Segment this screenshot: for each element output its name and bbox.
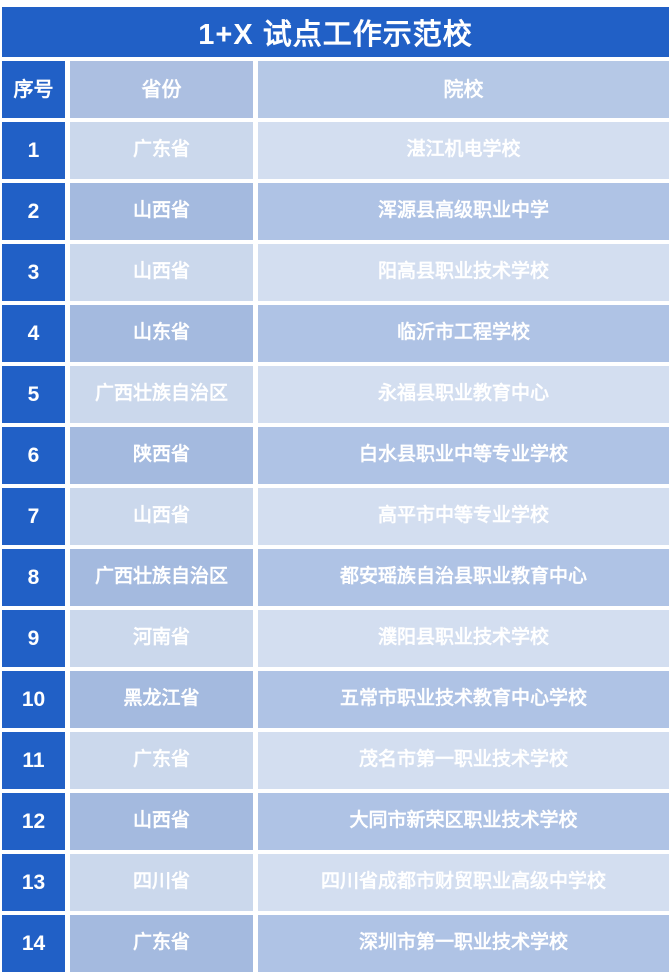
school-cell: 白水县职业中等专业学校 (258, 427, 669, 484)
row-index-cell: 14 (2, 915, 65, 972)
school-cell: 五常市职业技术教育中心学校 (258, 671, 669, 728)
school-cell: 大同市新荣区职业技术学校 (258, 793, 669, 850)
school-cell: 濮阳县职业技术学校 (258, 610, 669, 667)
row-index-cell: 4 (2, 305, 65, 362)
school-cell: 阳高县职业技术学校 (258, 244, 669, 301)
province-cell: 广东省 (70, 732, 253, 789)
province-cell: 山西省 (70, 488, 253, 545)
school-cell: 都安瑶族自治县职业教育中心 (258, 549, 669, 606)
school-cell: 高平市中等专业学校 (258, 488, 669, 545)
province-cell: 河南省 (70, 610, 253, 667)
province-cell: 山西省 (70, 244, 253, 301)
province-cell: 广东省 (70, 915, 253, 972)
row-index-cell: 2 (2, 183, 65, 240)
demo-schools-table: 序号 省份 院校 1 广东省 湛江机电学校 2 山西省 浑源县高级职业中学 3 … (2, 61, 669, 972)
province-cell: 山东省 (70, 305, 253, 362)
province-cell: 陕西省 (70, 427, 253, 484)
row-index-cell: 8 (2, 549, 65, 606)
row-index-cell: 7 (2, 488, 65, 545)
row-index-cell: 11 (2, 732, 65, 789)
table-title: 1+X 试点工作示范校 (2, 7, 669, 57)
province-cell: 黑龙江省 (70, 671, 253, 728)
province-cell: 广西壮族自治区 (70, 549, 253, 606)
school-cell: 临沂市工程学校 (258, 305, 669, 362)
school-cell: 浑源县高级职业中学 (258, 183, 669, 240)
school-cell: 永福县职业教育中心 (258, 366, 669, 423)
province-cell: 广西壮族自治区 (70, 366, 253, 423)
row-index-cell: 5 (2, 366, 65, 423)
row-index-cell: 6 (2, 427, 65, 484)
school-cell: 茂名市第一职业技术学校 (258, 732, 669, 789)
header-province: 省份 (70, 61, 253, 118)
school-cell: 深圳市第一职业技术学校 (258, 915, 669, 972)
province-cell: 广东省 (70, 122, 253, 179)
row-index-cell: 1 (2, 122, 65, 179)
row-index-cell: 10 (2, 671, 65, 728)
header-school: 院校 (258, 61, 669, 118)
school-cell: 湛江机电学校 (258, 122, 669, 179)
row-index-cell: 9 (2, 610, 65, 667)
row-index-cell: 3 (2, 244, 65, 301)
school-cell: 四川省成都市财贸职业高级中学校 (258, 854, 669, 911)
province-cell: 四川省 (70, 854, 253, 911)
row-index-cell: 13 (2, 854, 65, 911)
header-index: 序号 (2, 61, 65, 118)
province-cell: 山西省 (70, 793, 253, 850)
province-cell: 山西省 (70, 183, 253, 240)
row-index-cell: 12 (2, 793, 65, 850)
